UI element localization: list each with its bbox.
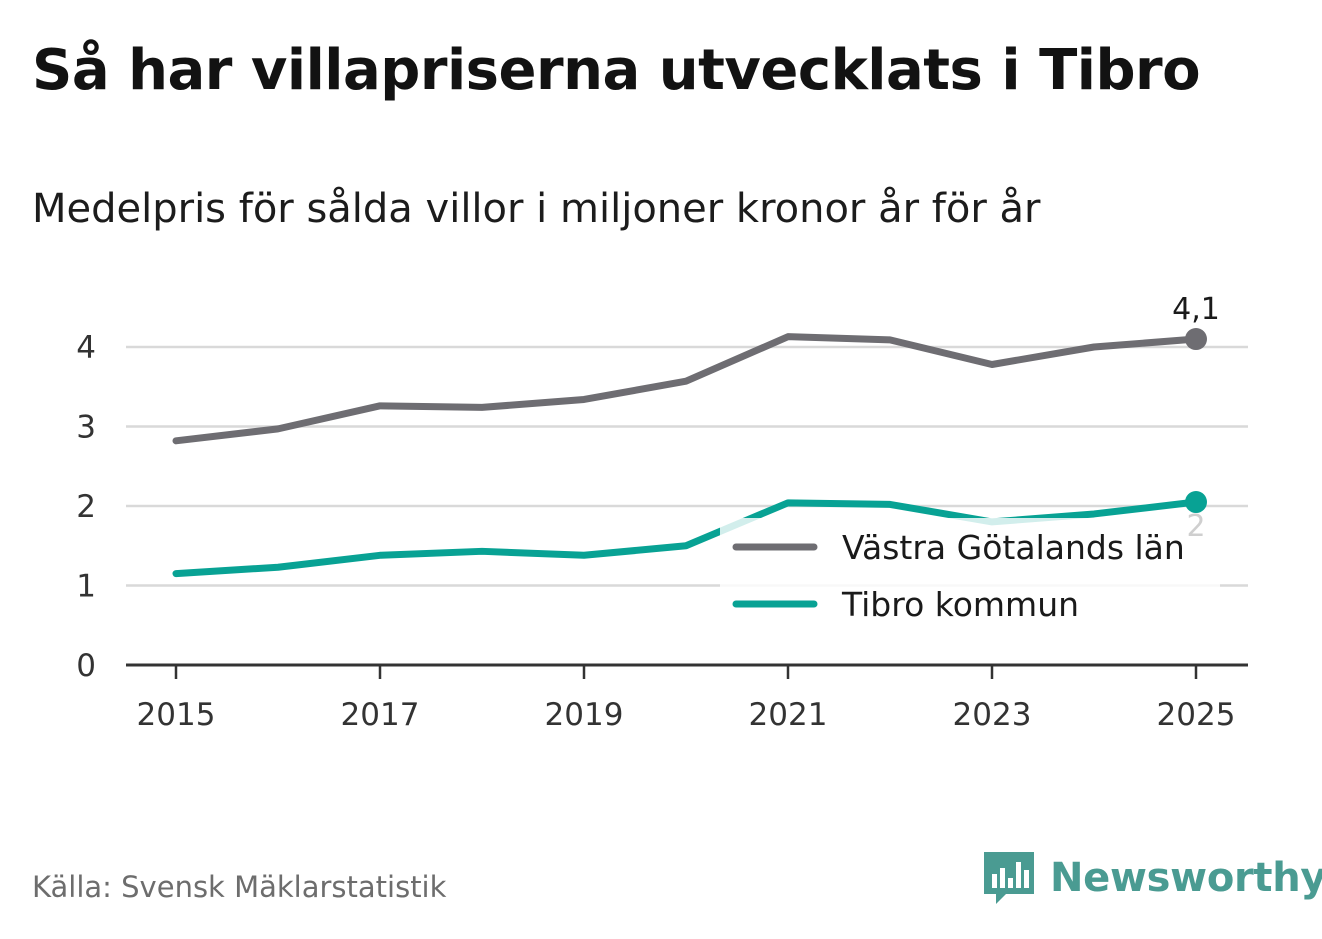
- brand-name: Newsworthy: [1050, 855, 1322, 901]
- chart-subtitle: Medelpris för sålda villor i miljoner kr…: [32, 186, 1041, 232]
- source-note: Källa: Svensk Mäklarstatistik: [32, 870, 447, 904]
- legend-background: [720, 518, 1220, 630]
- brand-logo: Newsworthy: [980, 848, 1322, 908]
- end-label-vastra-gotalands-lan: 4,1: [1172, 292, 1220, 327]
- x-tick-label: 2017: [341, 697, 420, 733]
- line-chart: 0 1 2 3 4 2015 2017 2019 2021 2023 2025 Västra Göt…: [76, 292, 1248, 733]
- y-tick-label: 1: [76, 569, 96, 605]
- axes: 0 1 2 3 4 2015 2017 2019 2021 2023 2025: [76, 330, 1248, 733]
- x-tick-label: 2015: [137, 697, 216, 733]
- series-line-vastra-gotalands-lan: [172, 333, 1200, 445]
- y-tick-label: 0: [76, 648, 96, 684]
- chart-title: Så har villapriserna utvecklats i Tibro: [32, 38, 1201, 103]
- end-point: [1185, 491, 1207, 514]
- end-labels: 4,12: [1172, 292, 1220, 544]
- y-tick-label: 2: [76, 489, 96, 525]
- legend: Västra Götalands län Tibro kommun: [720, 518, 1220, 630]
- legend-label: Västra Götalands län: [842, 528, 1185, 567]
- legend-label: Tibro kommun: [841, 585, 1079, 624]
- x-tick-label: 2019: [545, 697, 624, 733]
- end-label-tibro-kommun: 2: [1186, 509, 1205, 544]
- bar-chart-speech-bubble-icon: [984, 852, 1034, 904]
- x-tick-label: 2023: [953, 697, 1032, 733]
- x-tick-label: 2025: [1157, 697, 1236, 733]
- y-tick-label: 4: [76, 330, 96, 366]
- y-tick-label: 3: [76, 410, 96, 446]
- x-tick-label: 2021: [749, 697, 828, 733]
- end-point: [1185, 328, 1207, 351]
